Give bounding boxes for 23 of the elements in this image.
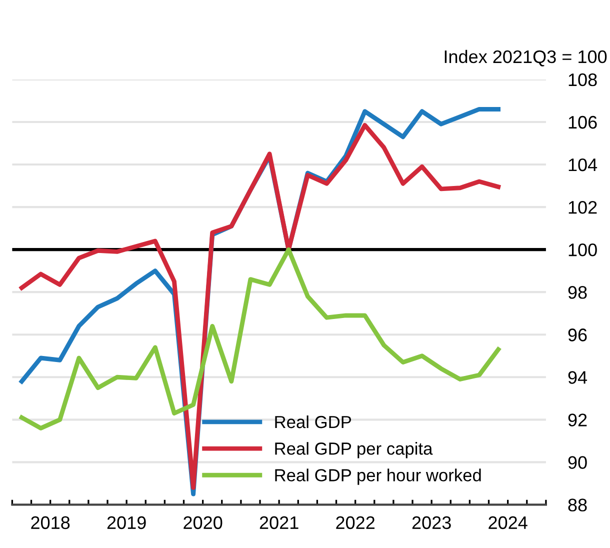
x-tick-label: 2024 <box>488 516 528 530</box>
y-tick-label: 106 <box>568 116 597 129</box>
x-tick-label: 2023 <box>412 516 451 530</box>
y-tick-label: 88 <box>568 498 587 512</box>
x-tick-label: 2020 <box>184 516 222 530</box>
y-tick-label: 96 <box>568 328 587 342</box>
x-tick-label: 2021 <box>260 516 298 530</box>
y-tick-label: 92 <box>568 414 587 426</box>
legend-label: Real GDP <box>275 415 352 428</box>
legend-label: Real GDP per hour worked <box>275 468 481 485</box>
y-tick-label: 90 <box>568 456 587 469</box>
y-tick-label: 100 <box>568 243 597 256</box>
y-tick-label: 108 <box>568 73 597 86</box>
y-tick-label: 104 <box>568 158 598 172</box>
x-tick-label: 2019 <box>107 516 146 530</box>
y-tick-label: 102 <box>568 200 597 214</box>
y-tick-label: 98 <box>568 286 587 299</box>
x-tick-label: 2018 <box>31 516 70 530</box>
x-tick-label: 2022 <box>336 516 375 530</box>
y-axis-title: Index 2021Q3 = 100 <box>444 50 607 66</box>
line-series <box>20 247 501 430</box>
y-tick-label: 94 <box>568 371 588 384</box>
legend-label: Real GDP per capita <box>275 442 433 458</box>
